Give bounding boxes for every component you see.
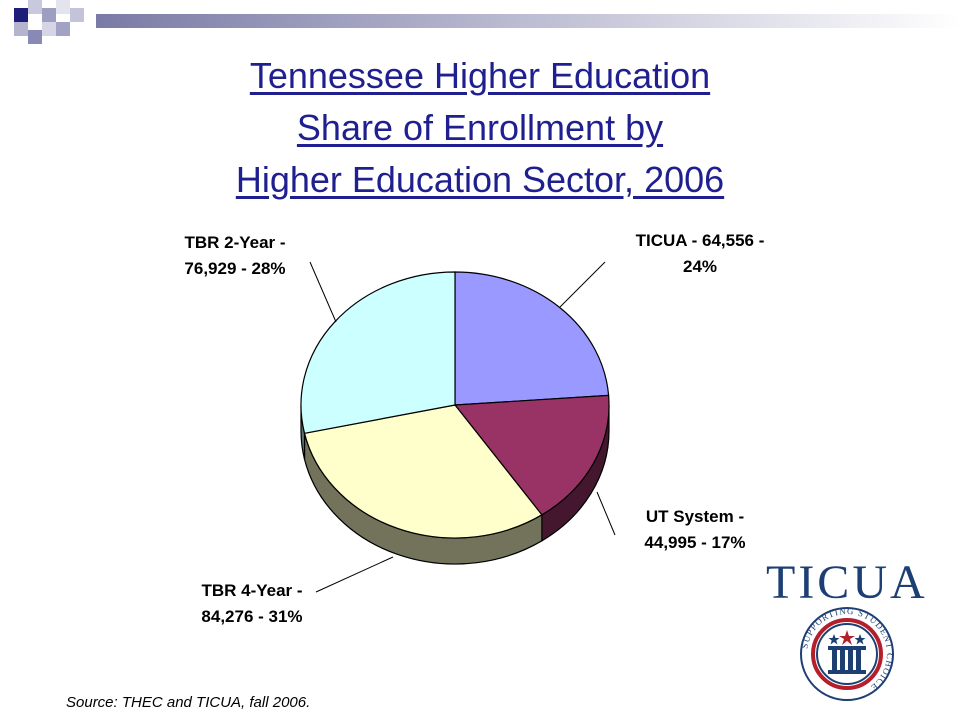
corner-squares-decoration: [14, 0, 960, 44]
pie-slice-ticua: [454, 271, 610, 406]
data-label-tbr-4-year: TBR 4-Year -: [201, 581, 302, 600]
logo-pillar-cap: [828, 646, 866, 650]
logo-star: [839, 630, 855, 645]
deco-square: [28, 30, 42, 44]
logo-pillar: [832, 650, 837, 670]
data-label-tbr-2-year: TBR 2-Year -: [184, 233, 285, 252]
logo-pillar: [856, 650, 861, 670]
title-line-1: Tennessee Higher Education: [249, 55, 711, 96]
data-label-ut-system: UT System -: [646, 507, 744, 526]
logo-seal-ring: [811, 618, 883, 690]
leader-line-ticua: [559, 261, 606, 308]
data-label-ticua: TICUA - 64,556 -: [636, 231, 765, 250]
slide-title: Tennessee Higher Education Share of Enro…: [80, 50, 880, 206]
deco-square: [14, 8, 28, 22]
logo-star: [828, 634, 840, 645]
title-line-3: Higher Education Sector, 2006: [235, 159, 725, 200]
deco-square: [28, 0, 42, 14]
logo-pillar: [840, 650, 845, 670]
deco-square: [42, 22, 56, 36]
ticua-logo: TICUA SUPPORTING STUDENT CHOICE: [766, 556, 928, 701]
logo-seal-outer: [800, 607, 894, 701]
pie-slice-ut-system: [453, 394, 610, 516]
deco-square: [56, 0, 70, 14]
pie-chart: TICUA - 64,556 - 24% UT System - 44,995 - 1…: [184, 231, 765, 626]
data-label-ticua: 24%: [683, 257, 717, 276]
logo-wordmark: TICUA: [766, 556, 928, 609]
pie-slice-tbr-2-year: [300, 271, 456, 434]
logo-pillar: [848, 650, 853, 670]
deco-square: [70, 8, 84, 22]
data-label-tbr-2-year: 76,929 - 28%: [184, 259, 285, 278]
deco-square: [56, 22, 70, 36]
logo-pillar-base: [828, 670, 866, 674]
leader-line-tbr-2-year: [309, 261, 337, 323]
deco-square: [14, 22, 28, 36]
header-gradient-bar: [96, 14, 960, 28]
data-label-tbr-4-year: 84,276 - 31%: [201, 607, 302, 626]
title-line-2: Share of Enrollment by: [296, 107, 664, 148]
source-note: Source: THEC and TICUA, fall 2006.: [66, 694, 311, 711]
data-label-ut-system: 44,995 - 17%: [644, 533, 745, 552]
leader-line-ut-system: [596, 491, 616, 536]
pie-slice-tbr-4-year: [303, 404, 543, 539]
deco-square: [42, 8, 56, 22]
logo-star: [854, 634, 866, 645]
leader-line-tbr-4-year: [315, 556, 394, 593]
